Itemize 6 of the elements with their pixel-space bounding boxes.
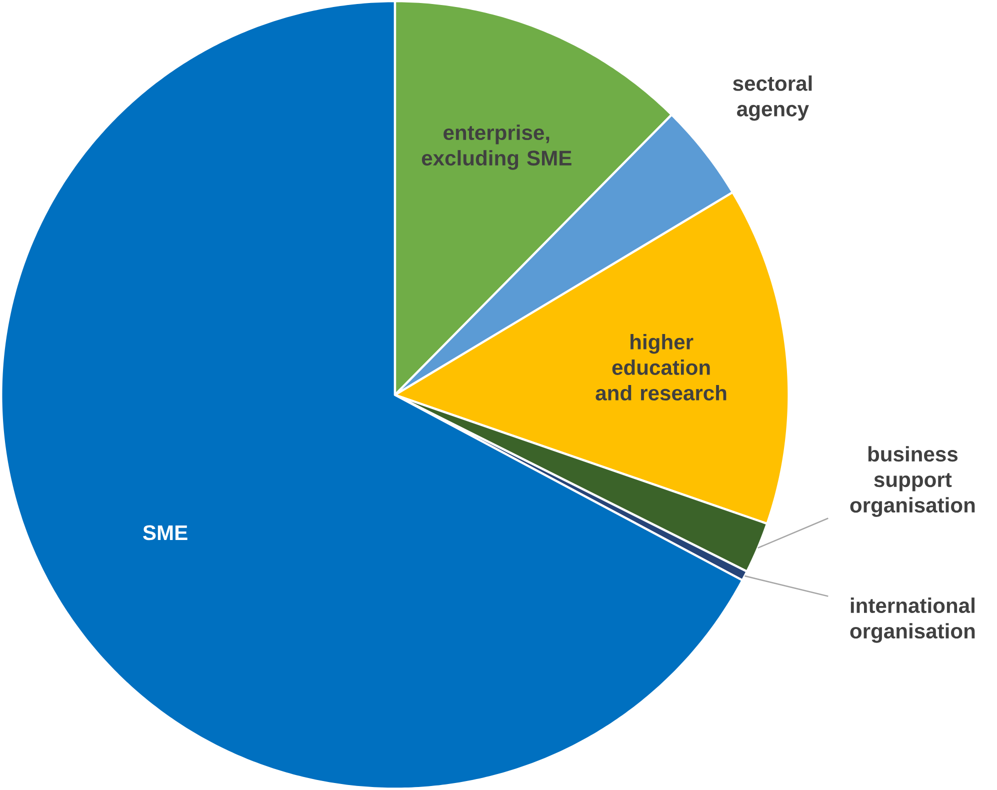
slice-label: enterprise, excluding SME bbox=[422, 124, 572, 170]
slice-label: higher education and research bbox=[596, 334, 726, 401]
slice-label: SME bbox=[143, 525, 188, 540]
slice-label: international organisation bbox=[850, 598, 975, 643]
slice-label: business support organisation bbox=[850, 446, 975, 517]
slice-label: sectoral agency bbox=[733, 75, 812, 121]
